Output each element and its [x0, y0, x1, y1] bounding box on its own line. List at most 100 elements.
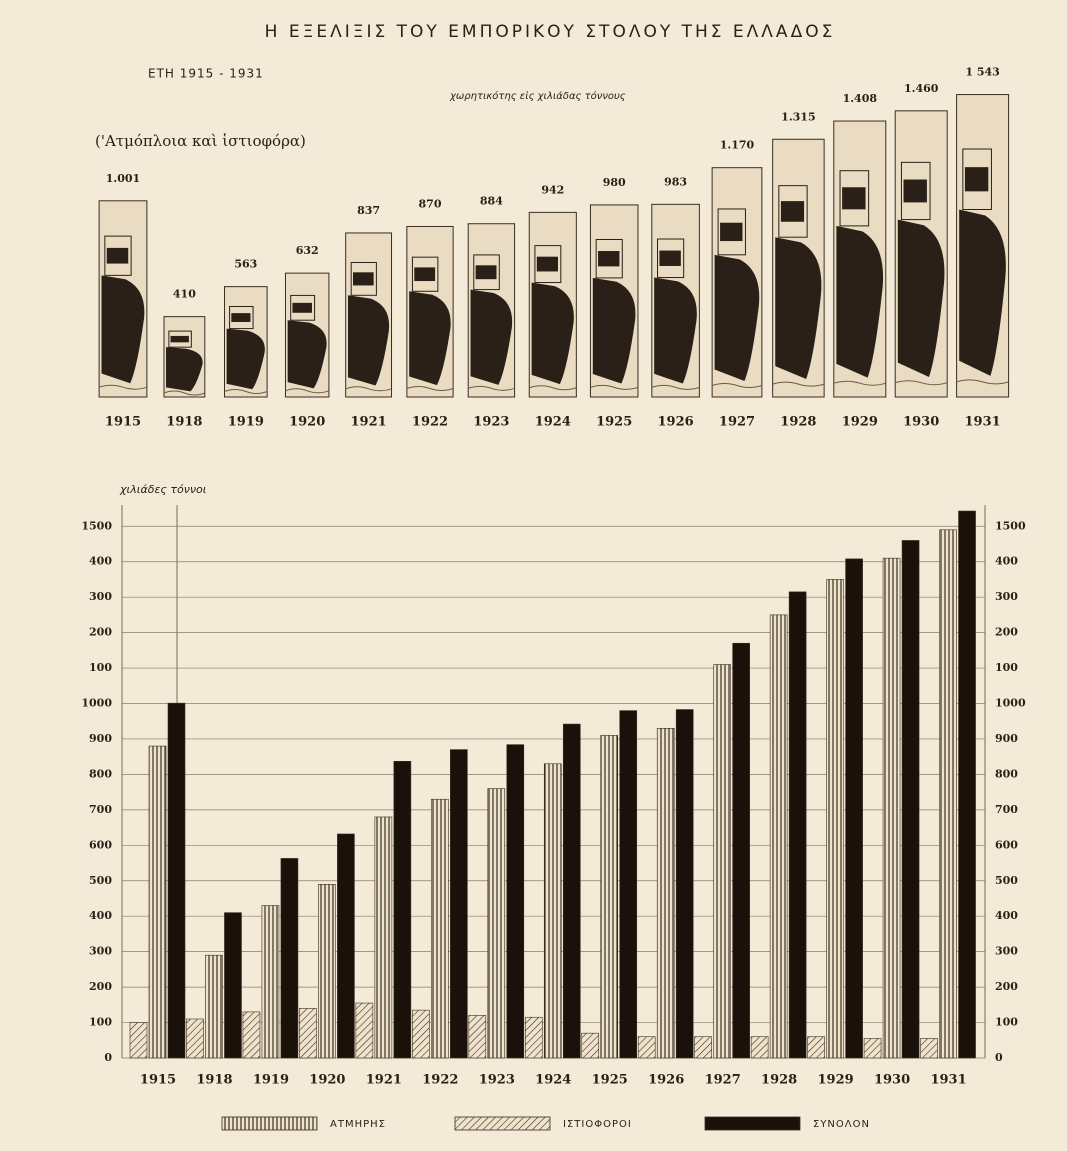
value-label: 1.170	[720, 139, 755, 152]
ship	[956, 94, 1010, 398]
ship-hull	[409, 291, 451, 386]
x-tick-label: 1929	[842, 415, 878, 430]
value-label: 1.001	[106, 172, 140, 185]
x-tick-label: 1918	[196, 1073, 232, 1088]
bar	[318, 884, 336, 1059]
x-tick-label: 1924	[535, 415, 571, 430]
sea	[224, 388, 268, 394]
x-tick-label: 1931	[930, 1073, 966, 1088]
ship-windows	[659, 250, 681, 266]
y2-tick-label: 1500	[995, 519, 1026, 532]
note: ('Ατμόπλοια καὶ ἱστιοφόρα)	[95, 132, 306, 150]
bar	[506, 744, 525, 1059]
x-tick-label: 1920	[289, 415, 325, 430]
bar	[374, 816, 393, 1059]
bar	[694, 1036, 712, 1059]
ship-windows	[780, 201, 805, 222]
bar	[450, 749, 468, 1059]
value-label: 563	[234, 258, 257, 271]
ship	[589, 204, 639, 398]
x-tick-label: 1915	[140, 1073, 176, 1088]
legend-swatch	[221, 1116, 318, 1131]
bar	[619, 710, 638, 1059]
ship-hull	[775, 237, 822, 379]
ship-hull	[347, 295, 390, 386]
sea	[833, 380, 886, 386]
y-tick-label: 900	[89, 732, 112, 745]
value-label: 632	[296, 244, 319, 257]
bar	[562, 723, 581, 1059]
bar	[129, 1022, 148, 1059]
y-tick-label: 800	[89, 767, 112, 780]
ship-bridge	[350, 261, 377, 296]
ship-bridge	[104, 235, 132, 276]
ship-windows	[842, 187, 866, 210]
y2-tick-label: 700	[995, 803, 1018, 816]
ship-hull	[287, 320, 327, 389]
bar	[242, 1011, 261, 1059]
bar	[167, 702, 186, 1059]
bar	[148, 745, 167, 1059]
ship-bridge	[411, 256, 439, 292]
y2-tick-label: 300	[995, 945, 1018, 958]
bar	[939, 529, 957, 1059]
ship	[406, 225, 454, 398]
value-label: 884	[480, 195, 503, 208]
bar	[845, 558, 863, 1059]
y-tick-label: 200	[89, 626, 112, 639]
sea	[895, 380, 948, 386]
x-tick-label: 1928	[780, 415, 816, 430]
y2-tick-label: 400	[995, 555, 1018, 568]
bar-chart: 0 0 100 100 200 200 300 300 400 400 500 500 600 600 70…	[81, 505, 1026, 1131]
bar	[355, 1002, 374, 1059]
y-tick-label: 1000	[81, 697, 112, 710]
y-tick-label: 100	[89, 661, 112, 674]
y2-tick-label: 800	[995, 767, 1018, 780]
ship-bridge	[168, 330, 192, 348]
y2-tick-label: 900	[995, 732, 1018, 745]
value-label: 1.460	[904, 82, 939, 95]
value-label: 837	[357, 204, 380, 217]
ship-windows	[292, 302, 312, 313]
ship-windows	[475, 265, 497, 280]
ship-windows	[536, 256, 558, 272]
y-tick-label: 500	[89, 874, 112, 887]
ship	[711, 167, 763, 398]
value-label: 1.315	[781, 110, 815, 123]
ship-hull	[897, 219, 945, 377]
x-tick-label: 1925	[592, 1073, 628, 1088]
value-label: 942	[541, 183, 564, 196]
bar	[788, 591, 807, 1059]
ship-windows	[414, 267, 436, 282]
x-tick-label: 1921	[351, 415, 387, 430]
ship-hull	[836, 225, 884, 378]
y-tick-label: 400	[89, 909, 112, 922]
bar	[958, 510, 976, 1059]
ship-hull	[470, 289, 513, 385]
ship-bridge	[595, 238, 623, 279]
subtitle: ΕΤΗ 1915 - 1931	[148, 67, 264, 81]
y2-tick-label: 200	[995, 626, 1018, 639]
x-tick-label: 1923	[479, 1073, 515, 1088]
chart-title: Η ΕΞΕΛΙΞΙΣ ΤΟΥ ΕΜΠΟΡΙΚΟΥ ΣΤΟΛΟΥ ΤΗΣ ΕΛΛΑ…	[265, 22, 836, 42]
x-tick-label: 1930	[874, 1073, 910, 1088]
ship-hull	[226, 328, 265, 390]
bar	[468, 1015, 487, 1059]
bar	[337, 833, 355, 1059]
bar	[901, 540, 920, 1059]
bar	[920, 1038, 938, 1059]
ship-bridge	[839, 170, 870, 227]
ship-bridge	[534, 245, 562, 284]
sea	[651, 384, 700, 390]
ship-bridge	[473, 254, 500, 291]
y2-tick-label: 600	[995, 838, 1018, 851]
ship-windows	[353, 272, 374, 286]
bar	[205, 954, 223, 1059]
ship-hull	[959, 209, 1006, 376]
ship-windows	[964, 167, 989, 192]
sea	[772, 381, 825, 387]
bar	[826, 579, 844, 1059]
value-label: 870	[419, 197, 442, 210]
ship	[651, 203, 700, 398]
ship	[833, 120, 887, 398]
